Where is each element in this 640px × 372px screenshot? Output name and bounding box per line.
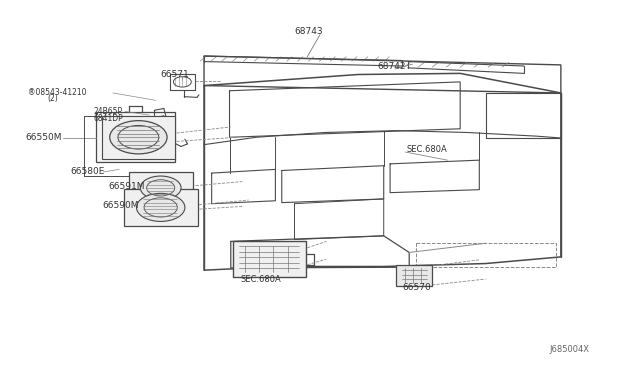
Text: 66590M: 66590M [102,201,139,210]
FancyBboxPatch shape [129,172,193,203]
Text: J685004X: J685004X [549,345,589,354]
Text: ®08543-41210: ®08543-41210 [28,88,86,97]
Text: SEC.680A: SEC.680A [406,145,447,154]
FancyBboxPatch shape [396,265,432,286]
Text: (2): (2) [47,94,58,103]
Circle shape [109,121,167,154]
Text: 24B65P: 24B65P [94,107,123,116]
FancyBboxPatch shape [102,116,175,160]
Text: 6841DP: 6841DP [94,114,124,123]
Circle shape [140,176,181,200]
Text: SEC.680A: SEC.680A [241,275,281,283]
Text: 66580E: 66580E [70,167,104,176]
Text: 66570: 66570 [403,283,431,292]
Text: 66591M: 66591M [108,182,145,191]
Text: 68742: 68742 [378,61,406,71]
Text: 68743: 68743 [294,27,323,36]
Circle shape [136,193,185,221]
Text: 66550M: 66550M [26,133,62,142]
FancyBboxPatch shape [96,112,175,162]
FancyBboxPatch shape [124,189,198,226]
FancyBboxPatch shape [233,241,306,277]
Text: 66571: 66571 [161,70,189,79]
